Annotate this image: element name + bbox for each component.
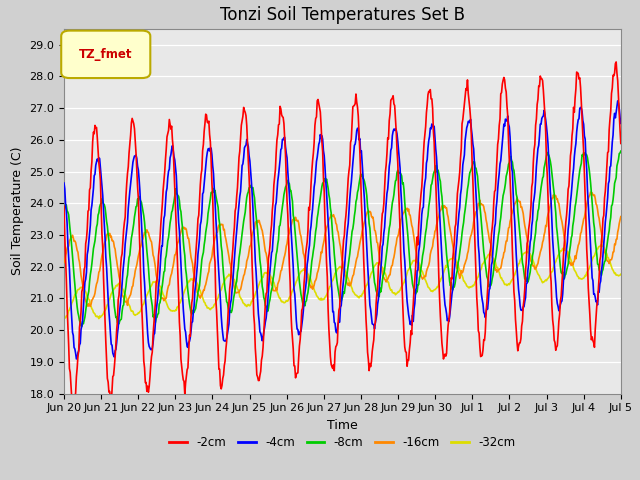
-8cm [60,208,68,214]
-4cm [614,98,621,104]
-4cm [428,126,435,132]
-8cm [78,324,86,329]
-8cm [128,231,136,237]
-32cm [598,241,605,247]
Text: TZ_fmet: TZ_fmet [79,48,132,61]
Line: -8cm: -8cm [64,151,621,326]
-32cm [185,278,193,284]
-4cm [72,356,80,362]
-16cm [70,239,78,244]
-16cm [185,236,193,241]
-4cm [70,345,78,350]
-16cm [617,214,625,219]
-16cm [128,284,136,290]
-8cm [411,289,419,295]
-4cm [214,258,222,264]
X-axis label: Time: Time [327,419,358,432]
-8cm [185,295,193,300]
-32cm [60,315,68,321]
-4cm [128,166,136,172]
-16cm [411,240,419,246]
-8cm [214,204,222,210]
-2cm [185,349,193,355]
FancyBboxPatch shape [61,31,150,78]
-2cm [70,397,78,403]
-32cm [617,271,625,277]
-2cm [428,96,435,102]
-4cm [60,180,68,186]
-32cm [70,294,78,300]
Line: -32cm: -32cm [64,244,621,319]
-8cm [428,182,435,188]
-4cm [411,300,419,306]
-16cm [587,189,595,195]
-8cm [70,273,78,279]
Legend: -2cm, -4cm, -8cm, -16cm, -32cm: -2cm, -4cm, -8cm, -16cm, -32cm [164,431,520,454]
Y-axis label: Soil Temperature (C): Soil Temperature (C) [11,147,24,276]
-8cm [617,148,625,154]
-2cm [612,59,620,65]
Line: -16cm: -16cm [64,192,621,306]
-32cm [428,288,435,294]
-32cm [214,295,222,300]
-2cm [60,203,68,209]
-4cm [617,120,625,126]
-2cm [411,277,419,283]
-2cm [617,141,625,146]
-16cm [60,260,68,265]
Line: -4cm: -4cm [64,101,621,359]
-16cm [86,303,94,309]
-2cm [128,116,136,121]
-2cm [108,399,115,405]
Line: -2cm: -2cm [64,62,621,402]
-16cm [428,248,435,254]
-16cm [214,225,222,230]
-2cm [214,346,222,351]
Title: Tonzi Soil Temperatures Set B: Tonzi Soil Temperatures Set B [220,6,465,24]
-4cm [185,339,193,345]
-32cm [411,258,419,264]
-32cm [95,316,102,322]
-32cm [128,308,136,314]
